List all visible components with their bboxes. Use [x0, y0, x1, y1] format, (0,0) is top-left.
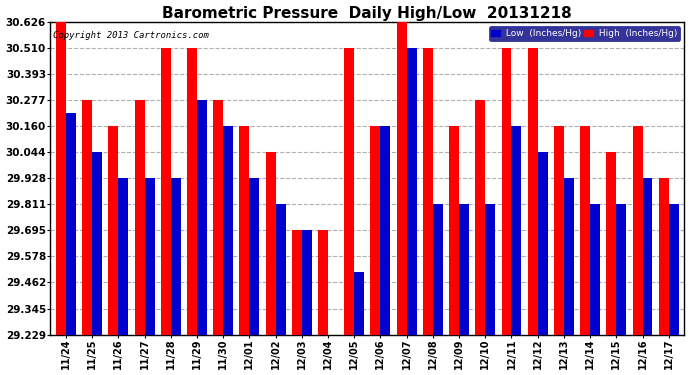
Bar: [108, 126, 119, 335]
Bar: [616, 204, 627, 334]
Bar: [538, 152, 548, 334]
Bar: [119, 178, 128, 334]
Bar: [318, 230, 328, 334]
Bar: [161, 48, 171, 334]
Title: Barometric Pressure  Daily High/Low  20131218: Barometric Pressure Daily High/Low 20131…: [162, 6, 572, 21]
Bar: [459, 204, 469, 334]
Bar: [380, 126, 391, 335]
Bar: [223, 126, 233, 335]
Bar: [475, 100, 485, 334]
Bar: [213, 100, 223, 334]
Bar: [371, 126, 380, 335]
Bar: [171, 178, 181, 334]
Bar: [669, 204, 679, 334]
Bar: [275, 204, 286, 334]
Bar: [66, 112, 76, 334]
Bar: [511, 126, 522, 335]
Bar: [344, 48, 354, 334]
Bar: [135, 100, 145, 334]
Bar: [580, 126, 590, 335]
Bar: [354, 272, 364, 334]
Bar: [92, 152, 102, 334]
Legend:  Low  (Inches/Hg),  High  (Inches/Hg): Low (Inches/Hg), High (Inches/Hg): [489, 26, 680, 40]
Bar: [397, 22, 406, 334]
Bar: [642, 178, 653, 334]
Bar: [249, 178, 259, 334]
Bar: [292, 230, 302, 334]
Bar: [607, 152, 616, 334]
Bar: [528, 48, 538, 334]
Bar: [56, 22, 66, 334]
Bar: [187, 48, 197, 334]
Bar: [633, 126, 642, 335]
Bar: [659, 178, 669, 334]
Bar: [485, 204, 495, 334]
Bar: [449, 126, 459, 335]
Bar: [197, 100, 207, 334]
Bar: [433, 204, 443, 334]
Text: Copyright 2013 Cartronics.com: Copyright 2013 Cartronics.com: [53, 31, 209, 40]
Bar: [145, 178, 155, 334]
Bar: [239, 126, 249, 335]
Bar: [302, 230, 312, 334]
Bar: [564, 178, 574, 334]
Bar: [406, 48, 417, 334]
Bar: [502, 48, 511, 334]
Bar: [554, 126, 564, 335]
Bar: [266, 152, 275, 334]
Bar: [423, 48, 433, 334]
Bar: [590, 204, 600, 334]
Bar: [82, 100, 92, 334]
